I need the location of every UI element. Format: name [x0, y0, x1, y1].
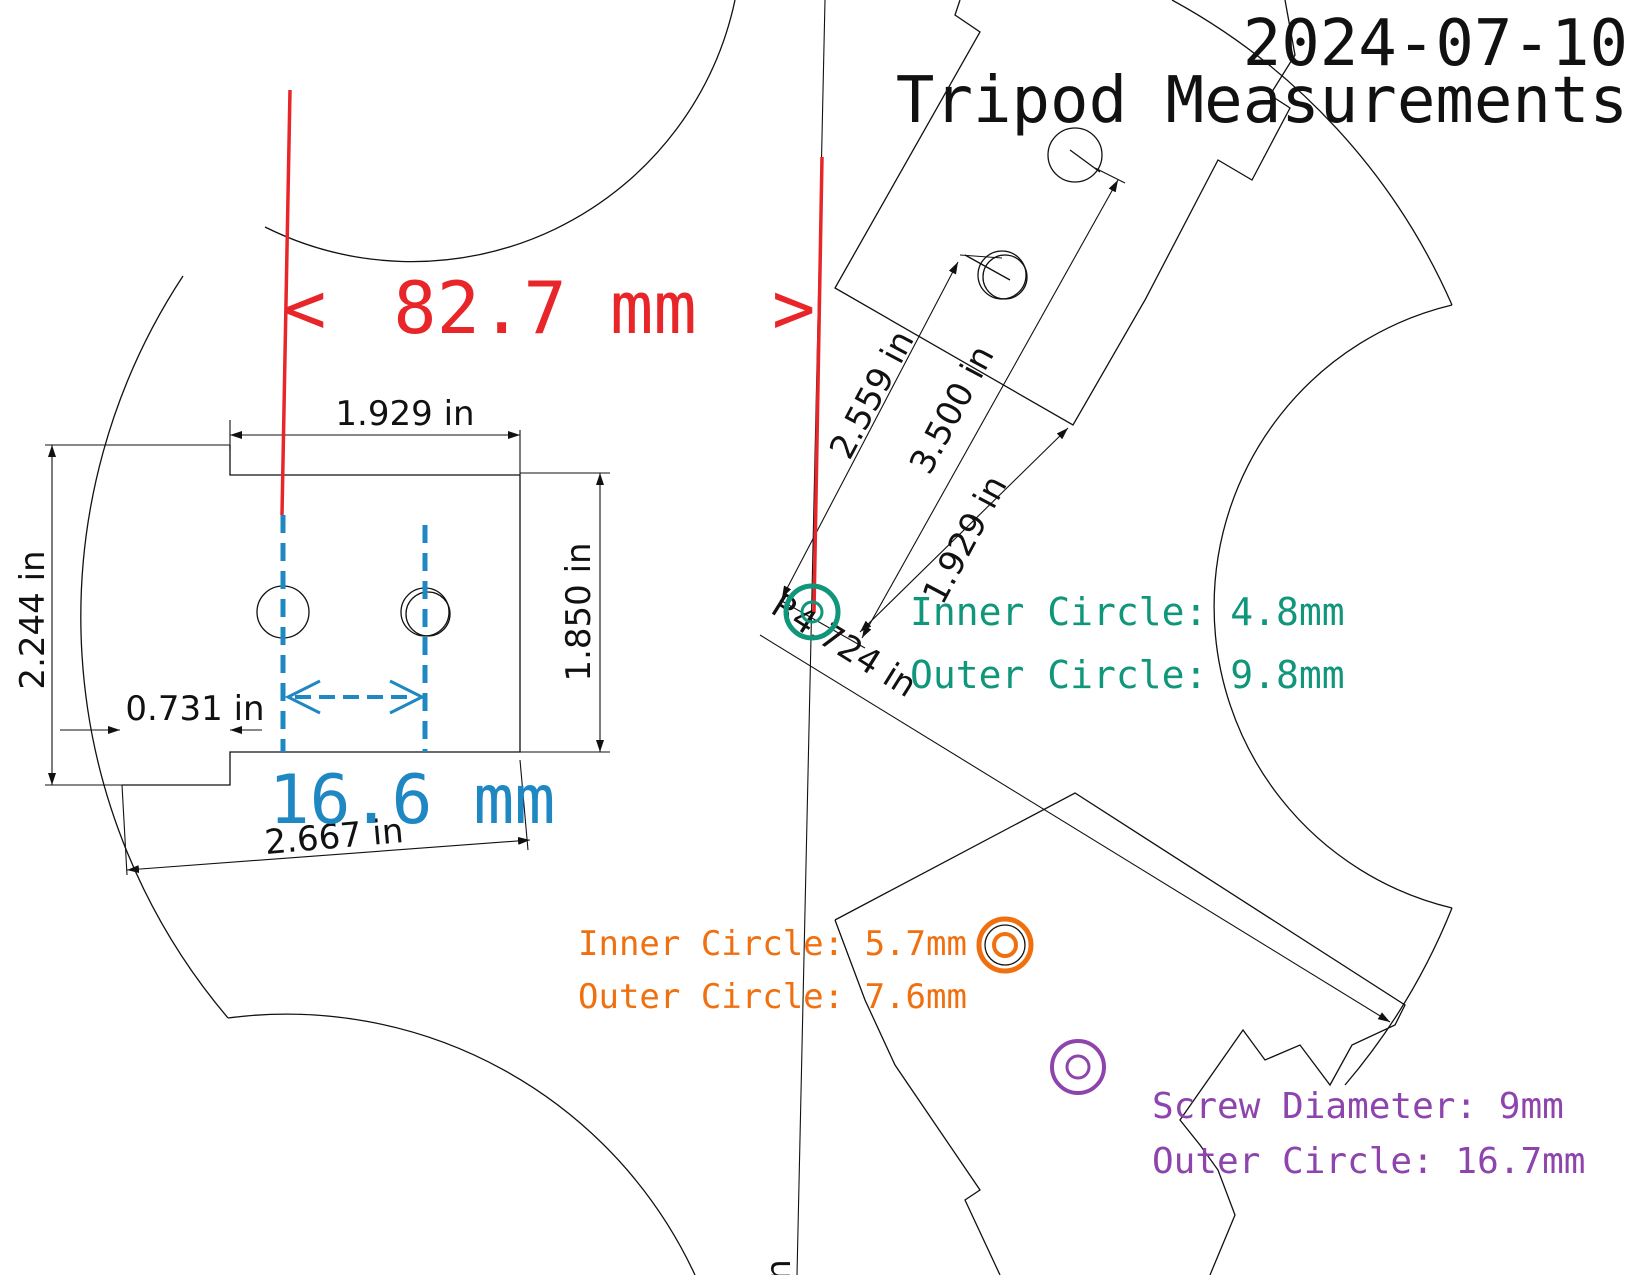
- header-title: Tripod Measurements: [896, 64, 1628, 138]
- purple-inner-ring: [1065, 1054, 1091, 1080]
- right-outer-arc: [1171, 0, 1453, 306]
- bottom-arc: [227, 1013, 696, 1275]
- top-left-arc: [264, 0, 736, 263]
- purple-outer-ring: [1050, 1039, 1106, 1095]
- orange-outer-label: Outer Circle: 7.6mm: [578, 977, 967, 1017]
- dim-diag-a: 2.559 in: [822, 324, 923, 466]
- header: 2024-07-10 Tripod Measurements: [896, 7, 1628, 138]
- header-date: 2024-07-10: [1243, 7, 1628, 81]
- dim-edge-fragment: n: [759, 1259, 799, 1275]
- dimension-lines: [45, 167, 1126, 876]
- green-annotation: Inner Circle: 4.8mm Outer Circle: 9.8mm: [783, 583, 1345, 697]
- dim-diag-b: 3.500 in: [902, 339, 1003, 481]
- dim-left-height: 2.244 in: [13, 550, 53, 689]
- orange-inner-ring: [992, 932, 1018, 958]
- blue-annotation: 16.6 mm: [269, 515, 556, 840]
- green-inner-ring: [800, 600, 824, 624]
- blue-span-label: 16.6 mm: [269, 761, 556, 840]
- green-inner-label: Inner Circle: 4.8mm: [910, 590, 1345, 634]
- upper-hole-2: [964, 250, 1028, 300]
- green-outer-ring: [783, 583, 841, 641]
- orange-outer-ring: [976, 916, 1034, 974]
- left-outer-arc: [80, 275, 229, 1019]
- radius-leader: [759, 634, 1391, 1023]
- orange-inner-label: Inner Circle: 5.7mm: [578, 924, 967, 964]
- right-lower-arc: [1344, 907, 1453, 1086]
- left-plate: [122, 445, 521, 786]
- purple-screw-label: Screw Diameter: 9mm: [1152, 1086, 1564, 1127]
- orange-hole-outline: [984, 924, 1026, 966]
- lower-bracket-edge: [834, 919, 1001, 1275]
- upper-bracket: [834, 0, 1296, 426]
- purple-outer-label: Outer Circle: 16.7mm: [1152, 1141, 1585, 1182]
- right-inner-arc: [1213, 304, 1453, 909]
- dim-notch: 0.731 in: [125, 689, 264, 729]
- green-outer-label: Outer Circle: 9.8mm: [910, 653, 1345, 697]
- red-close-bracket: >: [772, 266, 815, 350]
- dim-right-height: 1.850 in: [559, 542, 599, 681]
- orange-annotation: Inner Circle: 5.7mm Outer Circle: 7.6mm: [578, 916, 1034, 1017]
- dim-top-width: 1.929 in: [335, 394, 474, 434]
- lower-bracket: [834, 792, 1406, 1275]
- purple-annotation: Screw Diameter: 9mm Outer Circle: 16.7mm: [1050, 1039, 1585, 1182]
- red-annotation: < 82.7 mm >: [280, 89, 824, 613]
- red-open-bracket: <: [283, 266, 326, 350]
- red-span-label: 82.7 mm: [393, 266, 696, 350]
